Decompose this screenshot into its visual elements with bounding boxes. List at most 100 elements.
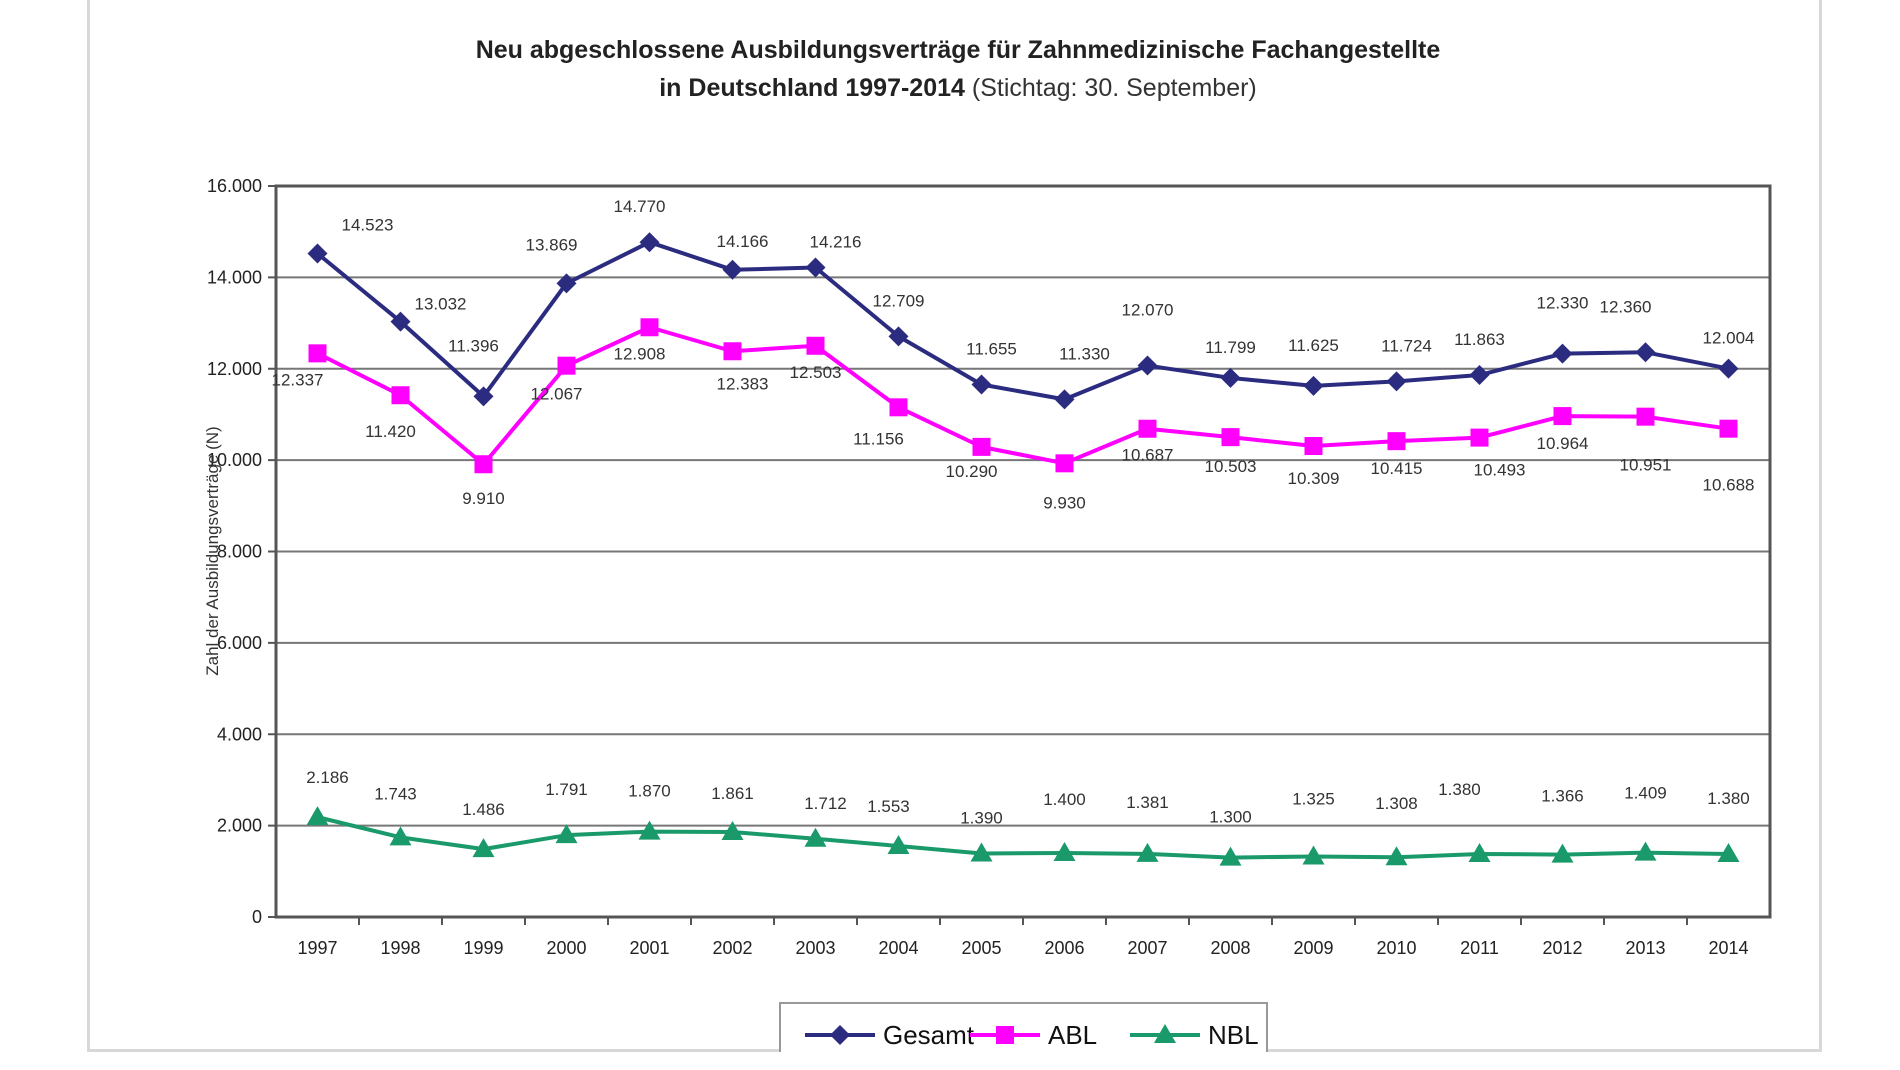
y-tick-label: 4.000: [217, 724, 262, 744]
data-label-abl: 10.290: [946, 462, 998, 481]
data-label-gesamt: 12.330: [1537, 294, 1589, 313]
data-label-abl: 12.383: [717, 374, 769, 393]
point-nbl: [1717, 842, 1740, 862]
data-label-gesamt: 11.330: [1059, 344, 1110, 363]
y-tick-label: 0: [252, 907, 262, 927]
x-tick-label: 2004: [878, 938, 918, 958]
point-abl: [1221, 428, 1240, 447]
point-abl: [1719, 419, 1738, 438]
point-nbl: [306, 806, 329, 826]
point-nbl: [887, 835, 910, 855]
y-tick-label: 2.000: [217, 816, 262, 836]
series-group: [306, 232, 1740, 866]
point-abl: [889, 398, 908, 417]
series-line-nbl: [317, 815, 1729, 860]
data-label-abl: 10.951: [1620, 456, 1672, 475]
x-tick-label: 2007: [1127, 938, 1167, 958]
point-gesamt: [390, 311, 411, 332]
x-tick-label: 1999: [463, 938, 503, 958]
data-label-gesamt: 12.070: [1122, 301, 1174, 320]
y-axis-ticks: 0 2.000 4.000 6.000 8.000 10.000 12.000 14.000 1…: [207, 176, 276, 927]
point-nbl: [638, 820, 661, 840]
data-label-nbl: 1.486: [462, 800, 505, 819]
x-tick-label: 2010: [1376, 938, 1416, 958]
data-label-gesamt: 12.360: [1600, 297, 1652, 316]
point-abl: [1553, 407, 1572, 426]
x-tick-label: 2002: [712, 938, 752, 958]
series-line-gesamt: [316, 240, 1729, 402]
point-abl: [1138, 419, 1157, 438]
legend-label-abl: ABL: [1048, 1020, 1097, 1050]
data-label-nbl: 1.380: [1707, 789, 1750, 808]
plot-area-border: [274, 184, 1772, 919]
data-label-nbl: 1.409: [1624, 784, 1667, 803]
data-label-nbl: 1.380: [1438, 780, 1481, 799]
x-tick-label: 2003: [795, 938, 835, 958]
chart-frame: Neu abgeschlossene Ausbildungsverträge f…: [87, 0, 1822, 1052]
point-nbl: [804, 827, 827, 847]
point-nbl: [1302, 845, 1325, 865]
point-abl: [308, 344, 327, 363]
data-label-gesamt: 11.863: [1454, 330, 1505, 349]
data-label-abl: 12.337: [272, 370, 324, 389]
point-gesamt: [1635, 342, 1656, 363]
point-gesamt: [888, 326, 909, 347]
point-gesamt: [1220, 367, 1241, 388]
legend-label-gesamt: Gesamt: [883, 1020, 975, 1050]
y-tick-label: 16.000: [207, 176, 262, 196]
x-tick-label: 2005: [961, 938, 1001, 958]
legend-box: [779, 1002, 1268, 1052]
data-label-nbl: 1.712: [804, 794, 847, 813]
point-abl: [1304, 437, 1323, 456]
x-tick-label: 2014: [1708, 938, 1748, 958]
point-abl: [723, 342, 742, 361]
data-label-nbl: 1.366: [1541, 787, 1584, 806]
point-nbl: [721, 820, 744, 840]
point-nbl: [1136, 842, 1159, 862]
x-tick-label: 2013: [1625, 938, 1665, 958]
data-label-gesamt: 14.770: [614, 197, 666, 216]
point-abl: [391, 386, 410, 405]
y-tick-label: 10.000: [207, 450, 262, 470]
gridlines: [276, 276, 1770, 827]
data-label-gesamt: 11.724: [1381, 336, 1432, 355]
point-abl: [806, 336, 825, 355]
data-label-gesamt: 11.655: [966, 340, 1017, 359]
legend-marker-gesamt: [830, 1025, 850, 1045]
point-abl: [1470, 428, 1489, 447]
data-label-nbl: 1.743: [374, 784, 417, 803]
data-label-gesamt: 11.396: [448, 336, 499, 355]
legend-marker-abl: [996, 1026, 1014, 1044]
x-tick-label: 2008: [1210, 938, 1250, 958]
y-tick-label: 14.000: [207, 267, 262, 287]
data-label-gesamt: 12.709: [873, 291, 925, 310]
y-tick-label: 12.000: [207, 359, 262, 379]
data-label-nbl: 1.300: [1209, 808, 1252, 827]
point-gesamt: [639, 232, 660, 253]
point-nbl: [1385, 846, 1408, 866]
data-label-nbl: 1.390: [960, 808, 1003, 827]
chart-title-line1: Neu abgeschlossene Ausbildungsverträge f…: [476, 36, 1441, 64]
data-label-abl: 12.908: [614, 344, 666, 363]
point-gesamt: [1054, 389, 1075, 410]
x-tick-label: 1997: [297, 938, 337, 958]
data-label-abl: 11.420: [365, 422, 416, 441]
point-abl: [1055, 454, 1074, 473]
data-label-abl: 10.309: [1288, 469, 1340, 488]
data-label-abl: 9.930: [1043, 493, 1086, 512]
point-abl: [1636, 407, 1655, 426]
point-gesamt: [1386, 371, 1407, 392]
data-label-abl: 10.415: [1371, 459, 1423, 478]
point-gesamt: [1552, 343, 1573, 364]
point-abl: [972, 437, 991, 456]
data-label-nbl: 1.861: [711, 784, 754, 803]
x-tick-label: 2011: [1460, 938, 1499, 958]
point-gesamt: [1718, 358, 1739, 379]
data-label-gesamt: 14.523: [342, 215, 394, 234]
data-label-nbl: 1.325: [1292, 789, 1335, 808]
point-nbl: [555, 824, 578, 844]
data-label-nbl: 1.400: [1043, 790, 1086, 809]
point-nbl: [1053, 842, 1076, 862]
point-nbl: [472, 838, 495, 858]
point-nbl: [1468, 842, 1491, 862]
